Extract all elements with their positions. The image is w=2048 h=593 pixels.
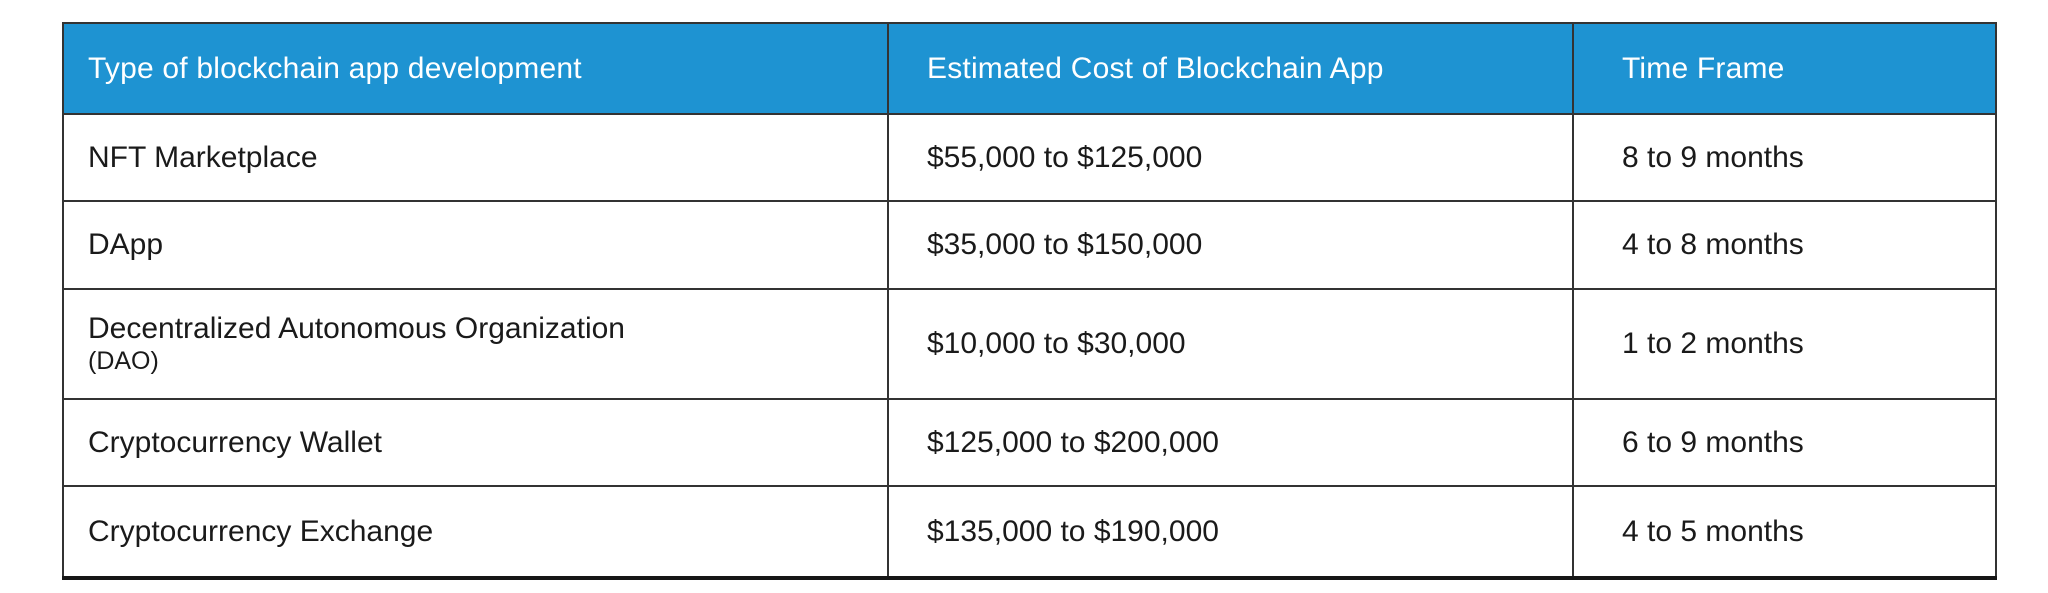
type-label: NFT Marketplace [88, 140, 318, 174]
cell-cost: $135,000 to $190,000 [887, 485, 1574, 579]
cell-type: Cryptocurrency Exchange [62, 485, 889, 579]
cell-timeframe: 1 to 2 months [1572, 288, 1997, 400]
cell-cost: $10,000 to $30,000 [887, 288, 1574, 400]
cell-cost: $55,000 to $125,000 [887, 113, 1574, 202]
cell-cost: $35,000 to $150,000 [887, 200, 1574, 290]
table-row: Cryptocurrency Exchange $135,000 to $190… [62, 485, 1997, 579]
cell-timeframe: 4 to 8 months [1572, 200, 1997, 290]
column-header-timeframe: Time Frame [1572, 22, 1997, 115]
type-label: Decentralized Autonomous Organization [88, 312, 625, 345]
table-row: NFT Marketplace $55,000 to $125,000 8 to… [62, 113, 1997, 202]
cell-type: NFT Marketplace [62, 113, 889, 202]
table-row: Decentralized Autonomous Organization (D… [62, 288, 1997, 400]
cell-cost: $125,000 to $200,000 [887, 398, 1574, 487]
column-header-type: Type of blockchain app development [62, 22, 889, 115]
table-container: Type of blockchain app development Estim… [62, 22, 1997, 580]
type-sub-label: (DAO) [88, 347, 159, 375]
cell-type: Decentralized Autonomous Organization (D… [62, 288, 889, 400]
cell-timeframe: 6 to 9 months [1572, 398, 1997, 487]
cell-type: Cryptocurrency Wallet [62, 398, 889, 487]
table-row: Cryptocurrency Wallet $125,000 to $200,0… [62, 398, 1997, 487]
cell-timeframe: 4 to 5 months [1572, 485, 1997, 579]
table-row: DApp $35,000 to $150,000 4 to 8 months [62, 200, 1997, 290]
blockchain-cost-table: Type of blockchain app development Estim… [62, 22, 1997, 580]
cell-type: DApp [62, 200, 889, 290]
type-label: DApp [88, 228, 164, 261]
header-row: Type of blockchain app development Estim… [62, 22, 1997, 115]
column-header-cost: Estimated Cost of Blockchain App [887, 22, 1574, 115]
type-label: Cryptocurrency Wallet [88, 425, 382, 459]
cell-timeframe: 8 to 9 months [1572, 113, 1997, 202]
type-label: Cryptocurrency Exchange [88, 514, 434, 548]
